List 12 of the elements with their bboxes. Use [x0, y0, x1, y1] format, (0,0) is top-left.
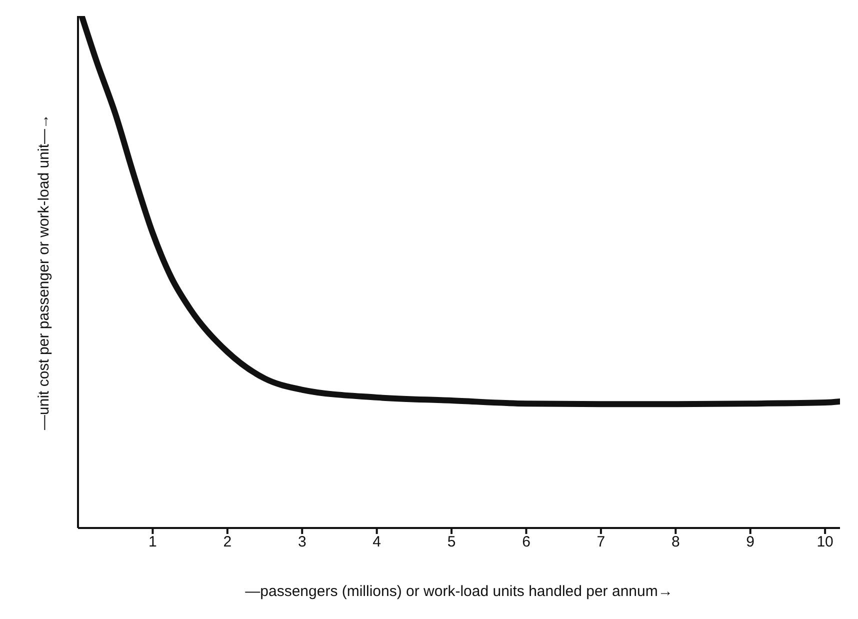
x-tick-label: 9 [746, 534, 755, 551]
x-tick-label: 10 [816, 534, 834, 551]
x-tick-label: 6 [522, 534, 530, 551]
x-tick-label: 1 [148, 534, 157, 551]
x-tick-label: 5 [447, 534, 456, 551]
y-axis-title: —unit cost per passenger or work-load unit—→ [35, 114, 52, 430]
x-tick-label: 2 [223, 534, 232, 551]
x-tick-label: 3 [298, 534, 306, 551]
x-tick-label: 4 [372, 534, 381, 551]
x-tick-label: 8 [671, 534, 680, 551]
x-tick-label: 7 [596, 534, 606, 551]
x-axis-title: —passengers (millions) or work-load units handled per annum→ [245, 583, 673, 600]
